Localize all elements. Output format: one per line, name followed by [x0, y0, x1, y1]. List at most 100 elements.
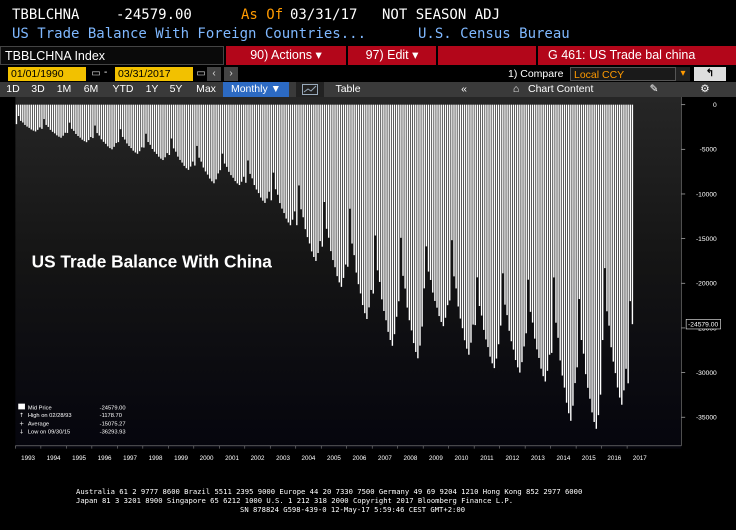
bar — [291, 104, 294, 220]
bar — [327, 104, 330, 238]
scroll-right-icon[interactable]: › — [224, 67, 238, 81]
gear-icon[interactable]: ⚙ — [700, 83, 710, 95]
bar — [570, 104, 572, 421]
x-tick-label: 1993 — [21, 455, 35, 462]
date-range-row: 01/01/1990 ▭ - 03/31/2017 ▭ ‹ › 1) Compa… — [0, 66, 736, 82]
bar — [555, 104, 557, 323]
bar — [425, 104, 428, 247]
bar — [66, 104, 69, 133]
actions-menu-button[interactable]: 90) Actions ▾ — [226, 46, 346, 65]
description-row: US Trade Balance With Foreign Countries.… — [0, 25, 736, 43]
bar — [616, 104, 619, 388]
bar — [147, 104, 149, 143]
bar — [621, 104, 623, 405]
collapse-left-icon[interactable]: « — [461, 83, 467, 95]
chart-content-button[interactable]: Chart Content — [528, 83, 594, 95]
y-tick-label: -35000 — [696, 415, 717, 422]
period-3d[interactable]: 3D — [31, 83, 45, 95]
y-tick-label: 0 — [713, 102, 717, 109]
bar — [276, 104, 279, 195]
bar — [22, 104, 24, 123]
bar — [200, 104, 202, 162]
bar — [446, 104, 449, 306]
index-field[interactable]: TBBLCHNA Index — [0, 46, 224, 65]
edit-menu-button[interactable]: 97) Edit ▾ — [348, 46, 436, 65]
bar — [491, 104, 493, 364]
period-1y[interactable]: 1Y — [145, 83, 159, 95]
bar — [393, 104, 396, 335]
chevron-down-icon[interactable]: ▾ — [676, 67, 690, 81]
bar — [618, 104, 621, 398]
bar — [243, 104, 245, 177]
bar — [64, 104, 66, 133]
back-arrow-icon[interactable]: ↰ — [694, 67, 726, 81]
bar — [412, 104, 415, 344]
end-date-field[interactable]: 03/31/2017 — [115, 67, 193, 81]
series-description: US Trade Balance With Foreign Countries.… — [12, 26, 367, 42]
bar — [580, 104, 583, 341]
bar — [56, 104, 58, 136]
bar — [495, 104, 498, 359]
period-1d[interactable]: 1D — [6, 83, 20, 95]
bar — [525, 104, 527, 334]
bar — [625, 104, 627, 369]
y-tick-label: -30000 — [696, 370, 717, 377]
bar — [536, 104, 538, 350]
bar — [572, 104, 574, 406]
frequency-select[interactable]: Monthly ▼ — [223, 82, 289, 97]
bar — [400, 104, 402, 238]
bar — [115, 104, 117, 144]
bar — [457, 104, 459, 307]
period-6m[interactable]: 6M — [83, 83, 99, 95]
bar — [283, 104, 285, 214]
bar — [308, 104, 311, 244]
period-1m[interactable]: 1M — [56, 83, 72, 95]
axis-background — [681, 97, 721, 449]
x-tick-label: 2000 — [200, 455, 214, 462]
bar — [419, 104, 421, 346]
bar — [262, 104, 264, 201]
bar — [202, 104, 205, 168]
bar — [39, 104, 41, 128]
bar — [557, 104, 559, 338]
calendar-icon[interactable]: ▭ — [196, 68, 206, 79]
bar — [68, 104, 71, 123]
bar — [514, 104, 517, 361]
period-max[interactable]: Max — [196, 83, 216, 95]
chart-title: US Trade Balance With China — [32, 252, 273, 272]
start-date-field[interactable]: 01/01/1990 — [8, 67, 86, 81]
bar — [304, 104, 307, 230]
bar — [608, 104, 610, 326]
bar — [408, 104, 411, 321]
x-tick-label: 2016 — [607, 455, 621, 462]
bar — [32, 104, 35, 131]
calendar-icon[interactable]: ▭ — [91, 68, 101, 79]
period-5y[interactable]: 5Y — [169, 83, 183, 95]
bar — [383, 104, 385, 311]
bar — [330, 104, 332, 252]
bar — [493, 104, 496, 369]
table-button[interactable]: Table — [326, 82, 370, 97]
bar — [317, 104, 319, 254]
bar — [234, 104, 236, 182]
edit-pen-icon[interactable]: ✎ — [649, 83, 659, 95]
bar — [565, 104, 568, 403]
bar — [215, 104, 217, 180]
as-of-date: 03/31/17 — [290, 7, 358, 23]
x-tick-label: 1995 — [72, 455, 86, 462]
bar — [198, 104, 200, 158]
bar — [211, 104, 213, 182]
period-ytd[interactable]: YTD — [112, 83, 134, 95]
bar — [523, 104, 525, 347]
bar — [87, 104, 90, 141]
bar — [298, 104, 300, 186]
bar — [321, 104, 323, 247]
bar — [185, 104, 188, 169]
bar — [415, 104, 417, 352]
bar — [563, 104, 566, 388]
compare-currency-select[interactable]: Local CCY — [570, 67, 676, 81]
line-chart-icon[interactable] — [296, 82, 324, 97]
bar — [466, 104, 468, 349]
bar — [336, 104, 338, 277]
scroll-left-icon[interactable]: ‹ — [207, 67, 221, 81]
